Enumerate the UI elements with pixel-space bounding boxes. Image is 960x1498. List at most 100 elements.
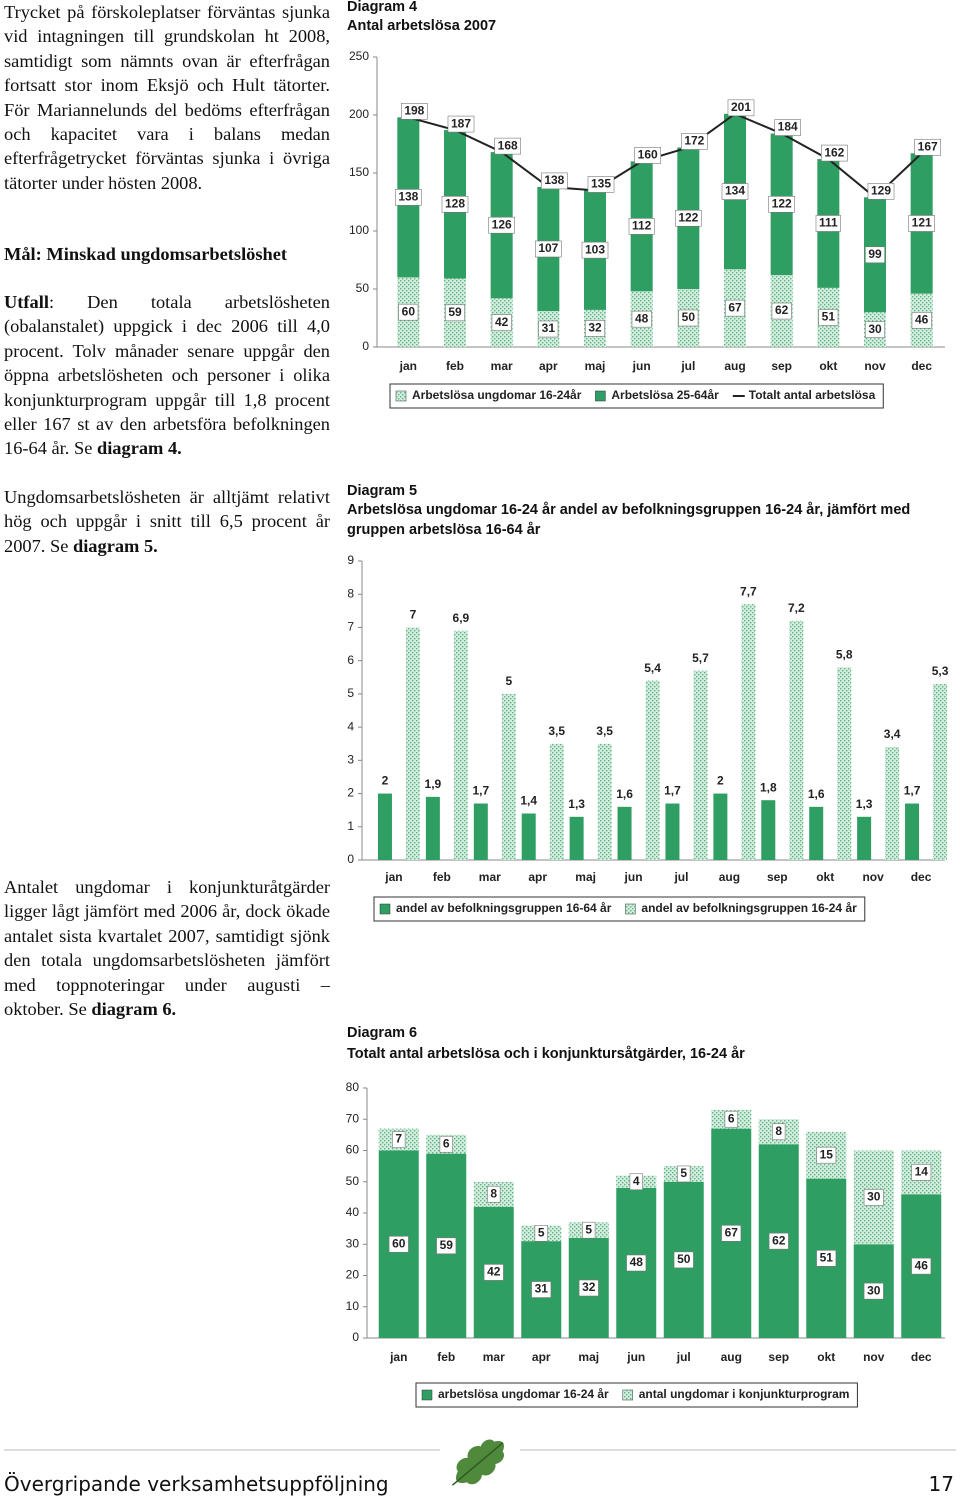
bar bbox=[857, 816, 872, 860]
paragraph: Trycket på förskoleplatser förväntas sju… bbox=[4, 2, 330, 193]
label-box bbox=[634, 147, 661, 164]
chart-title: Diagram 6 bbox=[347, 1025, 418, 1041]
value-label: 1,6 bbox=[808, 787, 825, 801]
value-label-text: 6 bbox=[728, 1111, 735, 1125]
label-box bbox=[541, 172, 568, 190]
legend-swatch bbox=[421, 1389, 433, 1401]
value-label-text: 112 bbox=[632, 219, 652, 233]
value-label: 42 bbox=[483, 1264, 504, 1281]
label-box bbox=[491, 314, 512, 331]
value-label-text: 51 bbox=[820, 1250, 834, 1264]
legend-pattern bbox=[396, 391, 406, 401]
link-text: diagram 6. bbox=[91, 999, 177, 1020]
value-label-text: 162 bbox=[824, 145, 844, 159]
text: Ungdomsarbetslösheten är alltjämt relati… bbox=[4, 487, 330, 556]
paragraph: Ungdomsarbetslösheten är alltjämt relati… bbox=[4, 485, 330, 558]
value-label-text: 50 bbox=[677, 1252, 691, 1266]
y-tick-label: 2 bbox=[347, 786, 354, 800]
value-label: 15 bbox=[816, 1146, 837, 1164]
x-tick-label: jan bbox=[384, 870, 402, 884]
bar-pattern bbox=[501, 693, 516, 860]
value-label-text: 107 bbox=[538, 241, 558, 255]
x-tick-label: dec bbox=[911, 359, 932, 373]
label-box bbox=[578, 1279, 599, 1297]
label-box bbox=[821, 144, 848, 162]
value-label: 6 bbox=[724, 1110, 738, 1128]
value-label: 6,9 bbox=[453, 611, 470, 625]
value-label-text: 32 bbox=[582, 1280, 596, 1294]
label-box bbox=[401, 103, 428, 120]
footer-title: Övergripande verksamhetsuppföljning bbox=[4, 1472, 389, 1496]
value-label-text: 138 bbox=[544, 173, 564, 187]
value-label-text: 31 bbox=[535, 1282, 549, 1296]
paragraph: Utfall: Den totala arbetslösheten (obala… bbox=[4, 290, 330, 461]
value-label: 99 bbox=[865, 246, 885, 264]
x-tick-label: jun bbox=[624, 870, 643, 884]
x-tick-label: sep bbox=[771, 359, 792, 373]
value-label: 198 bbox=[401, 103, 428, 120]
legend-label: andel av befolkningsgruppen 16-24 år bbox=[641, 901, 857, 915]
label-box bbox=[673, 1251, 694, 1269]
x-tick-label: okt bbox=[819, 359, 837, 373]
y-tick-label: 4 bbox=[347, 719, 354, 733]
x-tick-label: mar bbox=[483, 1350, 505, 1364]
value-label-text: 30 bbox=[867, 1190, 881, 1204]
legend-pattern bbox=[622, 1390, 633, 1400]
x-tick-label: jul bbox=[676, 1350, 691, 1364]
x-tick-label: nov bbox=[863, 1350, 885, 1364]
value-label-text: 126 bbox=[492, 217, 512, 231]
value-label-text: 42 bbox=[487, 1265, 501, 1279]
value-label-text: 5 bbox=[538, 1225, 545, 1239]
legend-label: andel av befolkningsgruppen 16-64 år bbox=[396, 901, 612, 915]
value-label: 1,7 bbox=[664, 784, 681, 798]
value-label: 5 bbox=[505, 674, 512, 688]
value-label: 1,9 bbox=[425, 777, 442, 791]
label-box bbox=[534, 1225, 548, 1242]
value-label-text: 62 bbox=[775, 303, 789, 317]
legend-label: Arbetslösa 25-64år bbox=[611, 388, 719, 402]
y-tick-label: 100 bbox=[349, 223, 369, 237]
value-label: 30 bbox=[863, 1189, 884, 1206]
y-tick-label: 40 bbox=[346, 1205, 360, 1219]
label-box bbox=[816, 1146, 837, 1164]
x-tick-label: jun bbox=[626, 1350, 645, 1364]
label-box bbox=[582, 1221, 596, 1239]
value-label: 162 bbox=[821, 144, 848, 162]
value-label-text: 187 bbox=[451, 116, 471, 130]
value-label-text: 7 bbox=[395, 1132, 402, 1146]
value-label: 7,7 bbox=[740, 584, 757, 598]
label-box bbox=[581, 241, 609, 259]
y-tick-label: 3 bbox=[347, 753, 354, 767]
legend: arbetslösa ungdomar 16-24 år antal ungdom… bbox=[415, 1382, 858, 1408]
bar-pattern bbox=[549, 743, 564, 860]
x-tick-label: dec bbox=[911, 870, 932, 884]
value-label: 2 bbox=[382, 774, 389, 788]
value-label: 51 bbox=[818, 309, 839, 326]
value-label: 1,3 bbox=[856, 797, 873, 811]
value-label-text: 138 bbox=[398, 190, 418, 204]
value-label-text: 15 bbox=[820, 1147, 834, 1161]
bar-pattern bbox=[789, 620, 804, 860]
label-box bbox=[681, 133, 708, 150]
value-label: 138 bbox=[395, 189, 422, 206]
value-label: 122 bbox=[675, 209, 702, 227]
value-label-text: 46 bbox=[915, 312, 929, 326]
value-label: 60 bbox=[388, 1235, 409, 1253]
x-tick-label: aug bbox=[721, 1350, 742, 1364]
legend-pattern bbox=[625, 904, 636, 914]
label-box bbox=[911, 312, 932, 329]
bar bbox=[905, 803, 920, 860]
x-tick-label: feb bbox=[446, 359, 464, 373]
bar bbox=[713, 793, 728, 860]
label-box bbox=[487, 1185, 501, 1203]
value-label: 7 bbox=[392, 1131, 406, 1148]
label-box bbox=[488, 216, 515, 234]
x-tick-label: feb bbox=[433, 870, 451, 884]
x-tick-label: okt bbox=[817, 1350, 835, 1364]
page-number: 17 bbox=[928, 1472, 954, 1496]
value-label: 1,8 bbox=[760, 780, 777, 794]
value-label: 160 bbox=[634, 147, 661, 164]
chart-subtitle: Antal arbetslösa 2007 bbox=[347, 18, 497, 34]
y-tick-label: 6 bbox=[347, 653, 354, 667]
label-box bbox=[865, 246, 885, 264]
